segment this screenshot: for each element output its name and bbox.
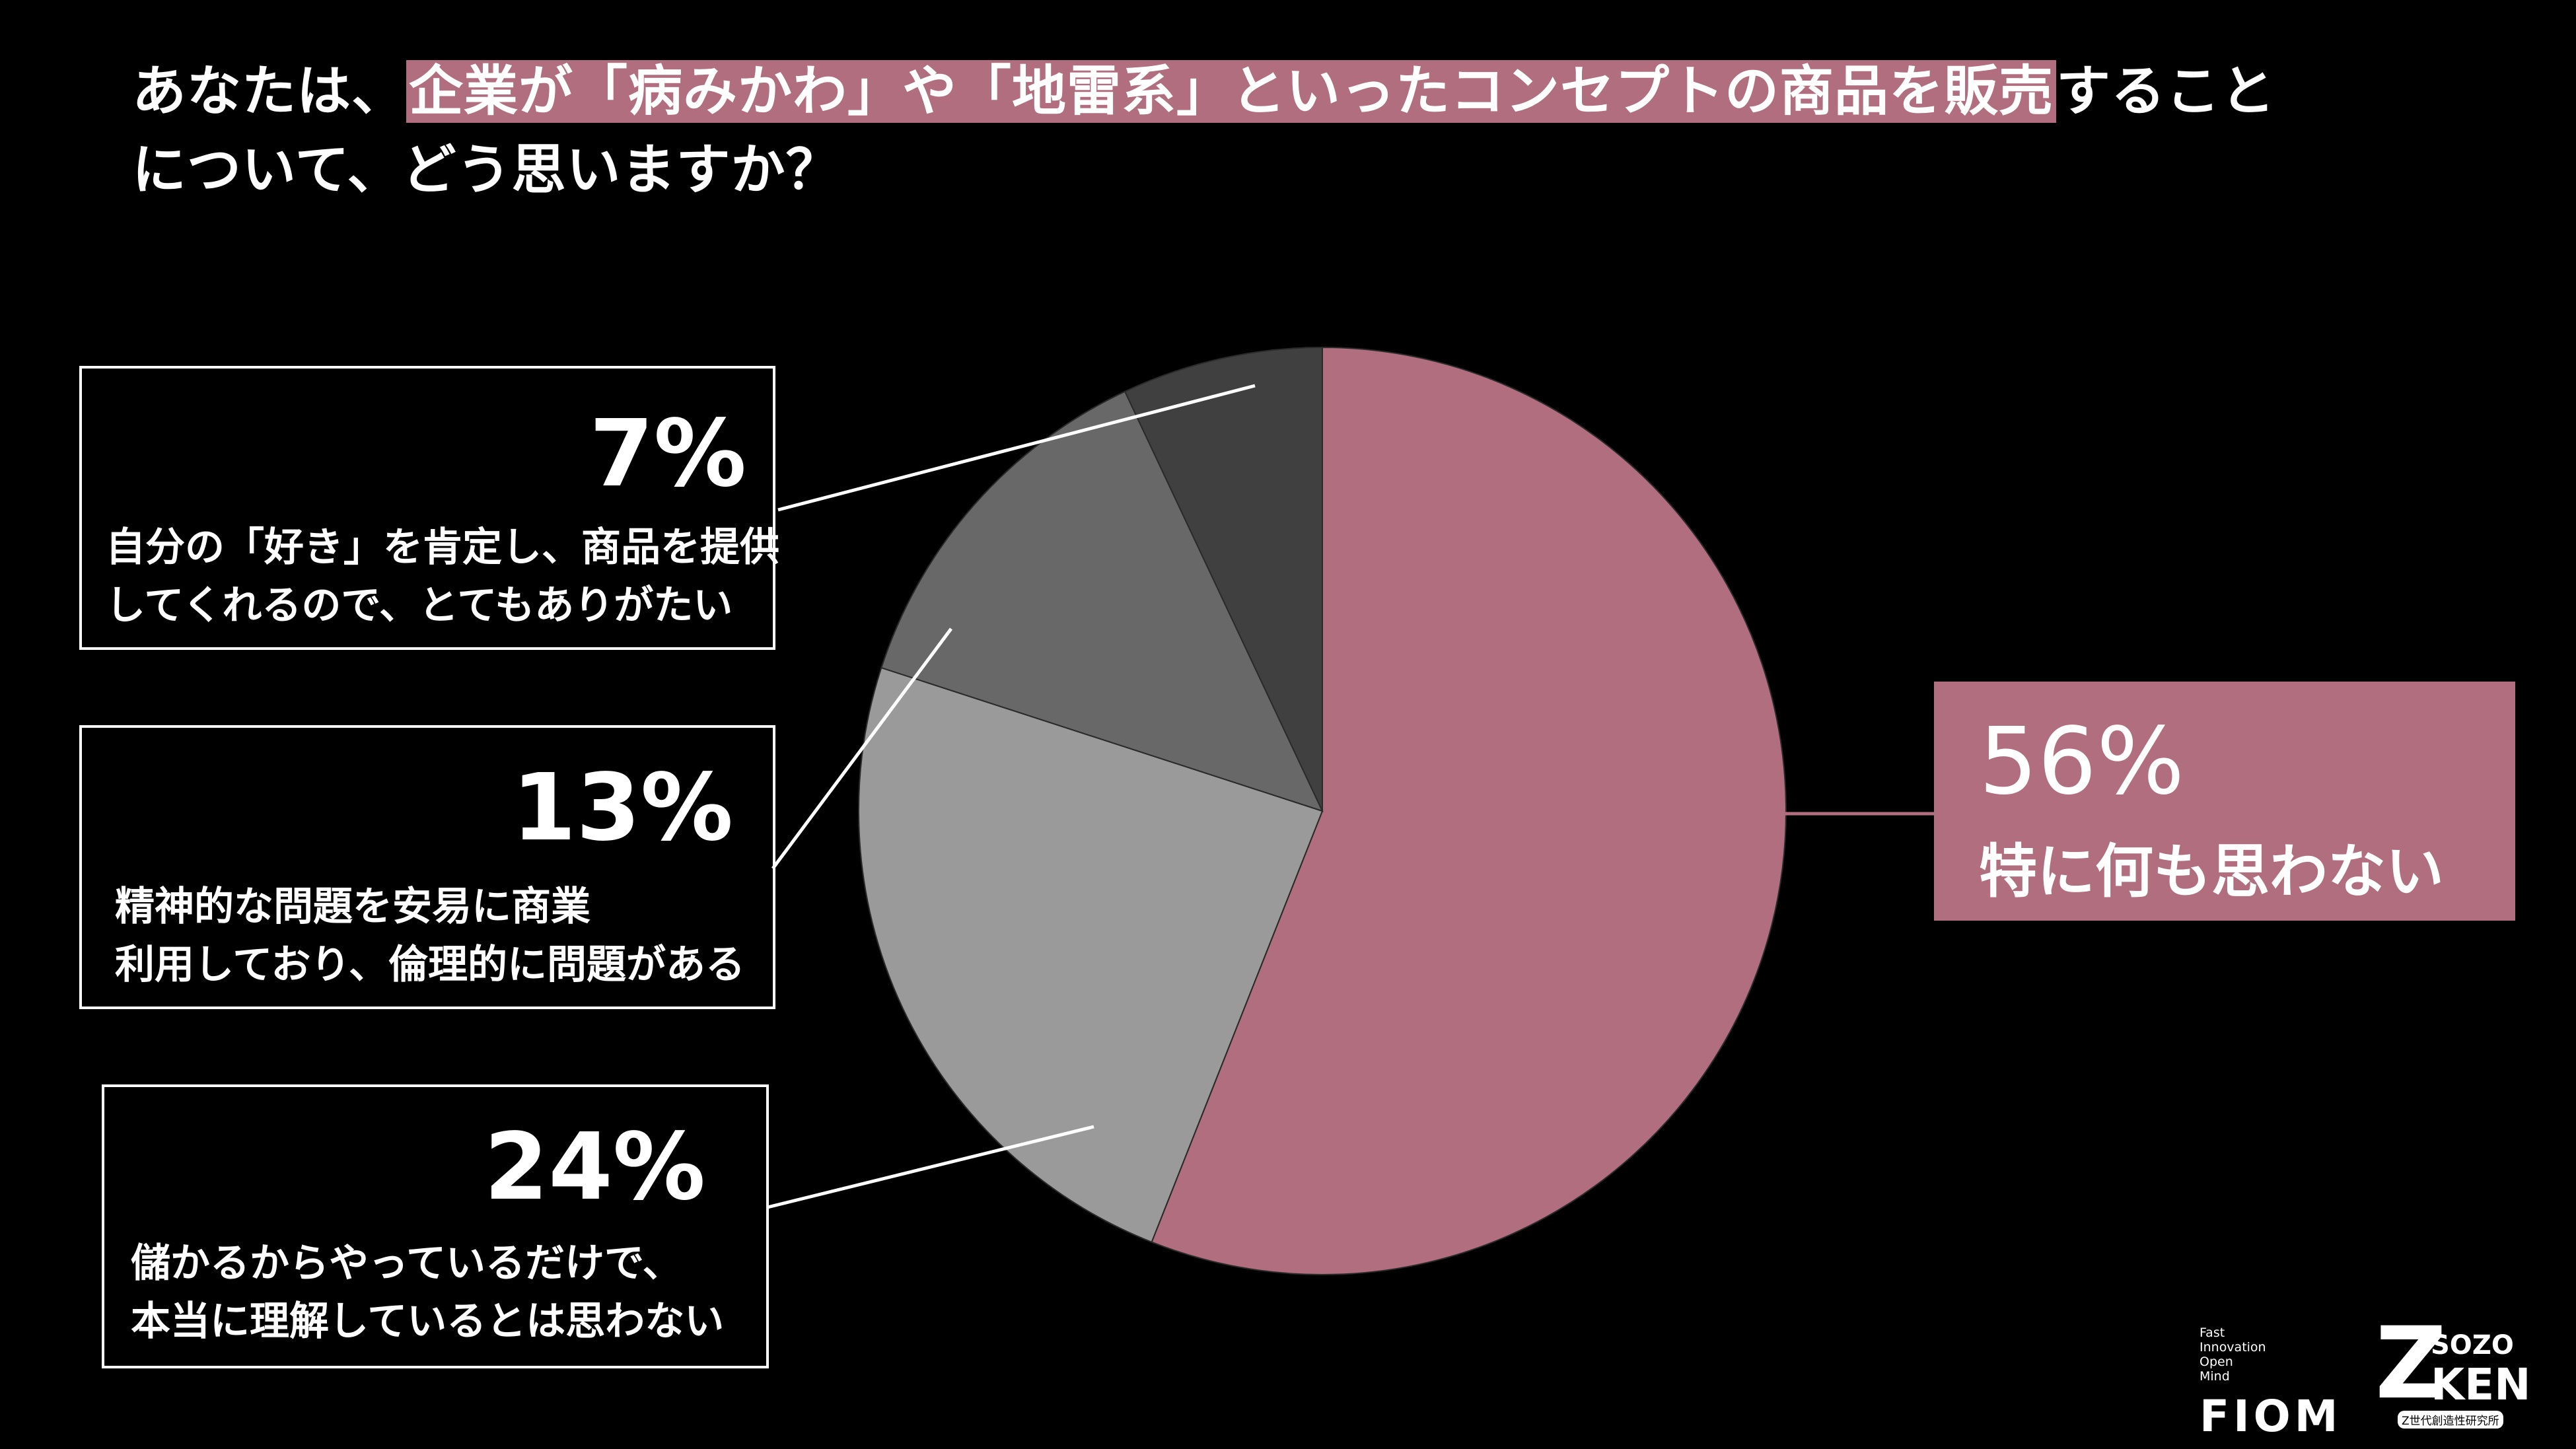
label-pct-13: 13% bbox=[511, 754, 733, 862]
pie-slice-7 bbox=[1124, 346, 1323, 812]
pie-slice-56 bbox=[1151, 346, 1787, 1275]
label-box-24: 24% 儲かるからやっているだけで、 本当に理解しているとは思わない bbox=[102, 1084, 769, 1368]
label-desc-56: 特に何も思わない bbox=[1979, 837, 2445, 905]
sozoken-z: Z bbox=[2375, 1306, 2447, 1421]
pie-slice-13 bbox=[880, 390, 1324, 812]
title-part2: すること bbox=[2056, 60, 2276, 123]
label-pct-56: 56% bbox=[1979, 708, 2185, 816]
label-desc-13-line2: 利用しており、倫理的に問題がある bbox=[115, 942, 745, 988]
fiom-name: FIOM bbox=[2200, 1391, 2342, 1442]
label-desc-13-line1: 精神的な問題を安易に商業 bbox=[115, 884, 590, 930]
fiom-logo: Fast Innovation Open Mind FIOM bbox=[2200, 1325, 2358, 1442]
label-box-13: 13% 精神的な問題を安易に商業 利用しており、倫理的に問題がある bbox=[79, 725, 775, 1009]
page-title: あなたは、企業が「病みかわ」や「地雷系」といったコンセプトの商品を販売すること … bbox=[132, 53, 2275, 210]
leader-line-13 bbox=[771, 627, 953, 870]
label-box-56: 56% 特に何も思わない bbox=[1934, 682, 2515, 921]
label-desc-7-line2: してくれるので、とてもありがたい bbox=[106, 583, 733, 629]
leader-line-24 bbox=[767, 1125, 1094, 1209]
sozoken-sozo: SOZO bbox=[2431, 1330, 2514, 1361]
sozoken-ken: KEN bbox=[2431, 1359, 2531, 1410]
title-line-1: あなたは、企業が「病みかわ」や「地雷系」といったコンセプトの商品を販売すること bbox=[132, 53, 2275, 131]
pie-slices bbox=[858, 346, 1787, 1275]
fiom-line-2: Innovation bbox=[2200, 1339, 2266, 1355]
title-highlight: 企業が「病みかわ」や「地雷系」といったコンセプトの商品を販売 bbox=[406, 60, 2057, 123]
pie-slice-24 bbox=[858, 666, 1324, 1243]
fiom-line-4: Mind bbox=[2200, 1368, 2230, 1384]
sozoken-logo: Z SOZO KEN Z世代創造性研究所 bbox=[2375, 1314, 2534, 1433]
label-desc-7-line1: 自分の「好き」を肯定し、商品を提供 bbox=[106, 524, 779, 571]
label-box-7: 7% 自分の「好き」を肯定し、商品を提供 してくれるので、とてもありがたい bbox=[79, 366, 779, 650]
fiom-line-1: Fast bbox=[2200, 1325, 2225, 1340]
fiom-line-3: Open bbox=[2200, 1354, 2233, 1369]
title-part1: あなたは、 bbox=[132, 60, 407, 123]
label-pct-7: 7% bbox=[589, 400, 746, 508]
sozoken-sub: Z世代創造性研究所 bbox=[2398, 1411, 2503, 1429]
title-line-2: について、どう思いますか？ bbox=[132, 138, 841, 201]
leader-lines bbox=[767, 384, 1934, 1209]
leader-line-7 bbox=[777, 384, 1256, 512]
label-desc-24-line1: 儲かるからやっているだけで、 bbox=[131, 1240, 682, 1287]
label-pct-24: 24% bbox=[483, 1113, 705, 1221]
label-desc-24-line2: 本当に理解しているとは思わない bbox=[131, 1298, 725, 1345]
